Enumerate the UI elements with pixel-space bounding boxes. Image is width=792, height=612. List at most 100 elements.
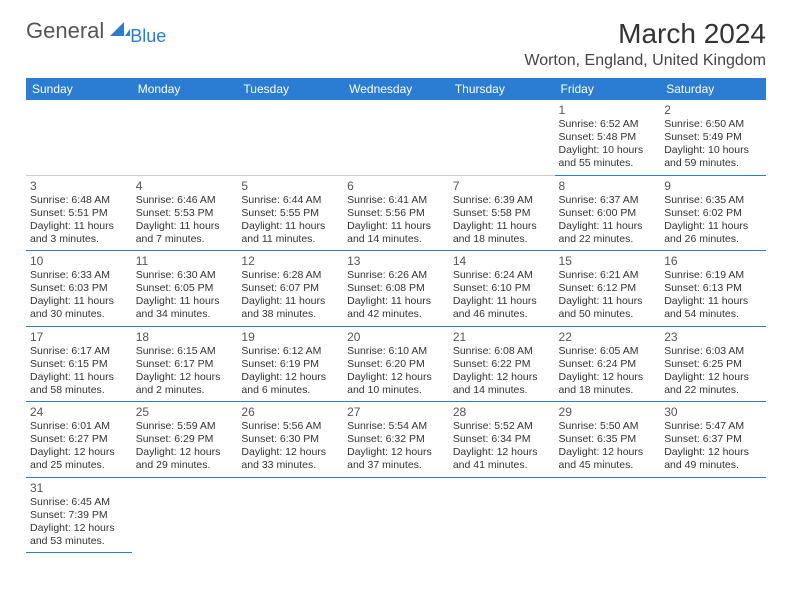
- daylight-line: Daylight: 12 hours and 2 minutes.: [136, 371, 234, 397]
- calendar-cell: 13Sunrise: 6:26 AMSunset: 6:08 PMDayligh…: [343, 251, 449, 327]
- sunrise-line: Sunrise: 6:50 AM: [664, 118, 762, 131]
- daylight-line: Daylight: 11 hours and 3 minutes.: [30, 220, 128, 246]
- sunset-line: Sunset: 5:51 PM: [30, 207, 128, 220]
- sunrise-line: Sunrise: 5:50 AM: [559, 420, 657, 433]
- calendar-cell: 8Sunrise: 6:37 AMSunset: 6:00 PMDaylight…: [555, 175, 661, 251]
- calendar-cell: 24Sunrise: 6:01 AMSunset: 6:27 PMDayligh…: [26, 402, 132, 478]
- daylight-line: Daylight: 12 hours and 53 minutes.: [30, 522, 128, 548]
- sunset-line: Sunset: 5:53 PM: [136, 207, 234, 220]
- daylight-line: Daylight: 11 hours and 22 minutes.: [559, 220, 657, 246]
- day-number: 25: [136, 405, 234, 419]
- calendar-cell: [343, 100, 449, 175]
- day-number: 17: [30, 330, 128, 344]
- day-number: 29: [559, 405, 657, 419]
- daylight-line: Daylight: 12 hours and 22 minutes.: [664, 371, 762, 397]
- calendar-cell: 17Sunrise: 6:17 AMSunset: 6:15 PMDayligh…: [26, 326, 132, 402]
- calendar-cell: 27Sunrise: 5:54 AMSunset: 6:32 PMDayligh…: [343, 402, 449, 478]
- daylight-line: Daylight: 12 hours and 49 minutes.: [664, 446, 762, 472]
- sunrise-line: Sunrise: 5:52 AM: [453, 420, 551, 433]
- daylight-line: Daylight: 11 hours and 54 minutes.: [664, 295, 762, 321]
- calendar-cell: 29Sunrise: 5:50 AMSunset: 6:35 PMDayligh…: [555, 402, 661, 478]
- calendar-cell: [132, 100, 238, 175]
- sunset-line: Sunset: 5:48 PM: [559, 131, 657, 144]
- daylight-line: Daylight: 12 hours and 41 minutes.: [453, 446, 551, 472]
- day-number: 9: [664, 179, 762, 193]
- calendar-body: 1Sunrise: 6:52 AMSunset: 5:48 PMDaylight…: [26, 100, 766, 553]
- daylight-line: Daylight: 10 hours and 55 minutes.: [559, 144, 657, 170]
- day-number: 5: [241, 179, 339, 193]
- sunrise-line: Sunrise: 6:35 AM: [664, 194, 762, 207]
- sunset-line: Sunset: 6:02 PM: [664, 207, 762, 220]
- calendar-cell: 23Sunrise: 6:03 AMSunset: 6:25 PMDayligh…: [660, 326, 766, 402]
- sunset-line: Sunset: 5:55 PM: [241, 207, 339, 220]
- calendar-cell: 1Sunrise: 6:52 AMSunset: 5:48 PMDaylight…: [555, 100, 661, 175]
- sunset-line: Sunset: 5:56 PM: [347, 207, 445, 220]
- calendar-cell: 15Sunrise: 6:21 AMSunset: 6:12 PMDayligh…: [555, 251, 661, 327]
- daylight-line: Daylight: 12 hours and 6 minutes.: [241, 371, 339, 397]
- sunrise-line: Sunrise: 6:48 AM: [30, 194, 128, 207]
- calendar-table: SundayMondayTuesdayWednesdayThursdayFrid…: [26, 78, 766, 553]
- sunrise-line: Sunrise: 6:10 AM: [347, 345, 445, 358]
- sunset-line: Sunset: 6:03 PM: [30, 282, 128, 295]
- sunset-line: Sunset: 6:08 PM: [347, 282, 445, 295]
- calendar-row: 17Sunrise: 6:17 AMSunset: 6:15 PMDayligh…: [26, 326, 766, 402]
- sunset-line: Sunset: 5:58 PM: [453, 207, 551, 220]
- logo: General Blue: [26, 18, 168, 44]
- sunset-line: Sunset: 6:12 PM: [559, 282, 657, 295]
- day-number: 19: [241, 330, 339, 344]
- sunset-line: Sunset: 6:05 PM: [136, 282, 234, 295]
- sunrise-line: Sunrise: 6:24 AM: [453, 269, 551, 282]
- weekday-header: Monday: [132, 78, 238, 100]
- day-number: 8: [559, 179, 657, 193]
- calendar-row: 31Sunrise: 6:45 AMSunset: 7:39 PMDayligh…: [26, 477, 766, 553]
- calendar-cell: 10Sunrise: 6:33 AMSunset: 6:03 PMDayligh…: [26, 251, 132, 327]
- calendar-cell: 30Sunrise: 5:47 AMSunset: 6:37 PMDayligh…: [660, 402, 766, 478]
- calendar-cell: 22Sunrise: 6:05 AMSunset: 6:24 PMDayligh…: [555, 326, 661, 402]
- weekday-header-row: SundayMondayTuesdayWednesdayThursdayFrid…: [26, 78, 766, 100]
- weekday-header: Wednesday: [343, 78, 449, 100]
- sunset-line: Sunset: 6:24 PM: [559, 358, 657, 371]
- calendar-cell: 7Sunrise: 6:39 AMSunset: 5:58 PMDaylight…: [449, 175, 555, 251]
- calendar-cell: [449, 477, 555, 553]
- daylight-line: Daylight: 11 hours and 18 minutes.: [453, 220, 551, 246]
- sunrise-line: Sunrise: 6:19 AM: [664, 269, 762, 282]
- header: General Blue March 2024 Worton, England,…: [26, 18, 766, 70]
- sunrise-line: Sunrise: 6:44 AM: [241, 194, 339, 207]
- daylight-line: Daylight: 11 hours and 58 minutes.: [30, 371, 128, 397]
- day-number: 3: [30, 179, 128, 193]
- day-number: 2: [664, 103, 762, 117]
- location-label: Worton, England, United Kingdom: [524, 52, 766, 70]
- sunrise-line: Sunrise: 5:47 AM: [664, 420, 762, 433]
- calendar-cell: 31Sunrise: 6:45 AMSunset: 7:39 PMDayligh…: [26, 477, 132, 553]
- title-block: March 2024 Worton, England, United Kingd…: [524, 18, 766, 70]
- daylight-line: Daylight: 12 hours and 10 minutes.: [347, 371, 445, 397]
- sunset-line: Sunset: 5:49 PM: [664, 131, 762, 144]
- daylight-line: Daylight: 11 hours and 7 minutes.: [136, 220, 234, 246]
- sunrise-line: Sunrise: 6:33 AM: [30, 269, 128, 282]
- sunset-line: Sunset: 6:13 PM: [664, 282, 762, 295]
- sail-icon: [110, 20, 130, 41]
- day-number: 22: [559, 330, 657, 344]
- calendar-cell: 5Sunrise: 6:44 AMSunset: 5:55 PMDaylight…: [237, 175, 343, 251]
- weekday-header: Friday: [555, 78, 661, 100]
- day-number: 10: [30, 254, 128, 268]
- sunrise-line: Sunrise: 6:41 AM: [347, 194, 445, 207]
- calendar-cell: [343, 477, 449, 553]
- logo-text-general: General: [26, 18, 104, 44]
- daylight-line: Daylight: 11 hours and 38 minutes.: [241, 295, 339, 321]
- calendar-cell: 4Sunrise: 6:46 AMSunset: 5:53 PMDaylight…: [132, 175, 238, 251]
- calendar-cell: [26, 100, 132, 175]
- daylight-line: Daylight: 11 hours and 11 minutes.: [241, 220, 339, 246]
- daylight-line: Daylight: 12 hours and 18 minutes.: [559, 371, 657, 397]
- sunrise-line: Sunrise: 6:39 AM: [453, 194, 551, 207]
- day-number: 23: [664, 330, 762, 344]
- day-number: 26: [241, 405, 339, 419]
- calendar-cell: [237, 477, 343, 553]
- sunset-line: Sunset: 6:00 PM: [559, 207, 657, 220]
- calendar-cell: 3Sunrise: 6:48 AMSunset: 5:51 PMDaylight…: [26, 175, 132, 251]
- daylight-line: Daylight: 12 hours and 25 minutes.: [30, 446, 128, 472]
- calendar-cell: 11Sunrise: 6:30 AMSunset: 6:05 PMDayligh…: [132, 251, 238, 327]
- day-number: 28: [453, 405, 551, 419]
- sunset-line: Sunset: 6:20 PM: [347, 358, 445, 371]
- calendar-cell: [555, 477, 661, 553]
